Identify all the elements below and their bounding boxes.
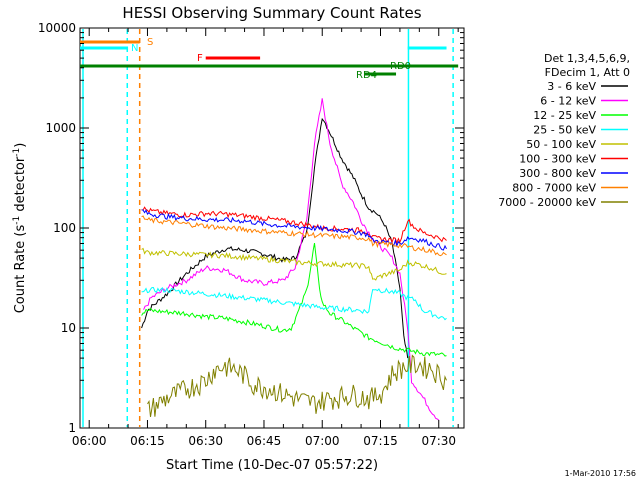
legend: Det 1,3,4,5,6,9, FDecim 1, Att 0 3 - 6 k… bbox=[498, 52, 630, 209]
legend-label-8: 7000 - 20000 keV bbox=[498, 196, 596, 209]
y-axis-ticks: 1 10 100 1000 10000 bbox=[38, 21, 464, 435]
legend-header-2: FDecim 1, Att 0 bbox=[545, 66, 630, 79]
series-line-4 bbox=[141, 247, 447, 281]
x-tick-label-5: 07:15 bbox=[363, 434, 398, 448]
x-tick-label-3: 06:45 bbox=[247, 434, 282, 448]
marker-label-f: F bbox=[197, 53, 203, 64]
y-tick-label-1: 10 bbox=[61, 321, 76, 335]
legend-label-5: 100 - 300 keV bbox=[519, 153, 596, 166]
y-axis-label: Count Rate (s-1 detector-1) bbox=[12, 143, 28, 314]
series-line-0 bbox=[141, 117, 409, 359]
x-tick-label-0: 06:00 bbox=[72, 434, 107, 448]
y-tick-label-0: 1 bbox=[68, 421, 76, 435]
legend-label-0: 3 - 6 keV bbox=[547, 80, 596, 93]
x-tick-label-4: 07:00 bbox=[305, 434, 340, 448]
legend-label-6: 300 - 800 keV bbox=[519, 167, 596, 180]
series-line-5 bbox=[141, 206, 447, 245]
series-line-1 bbox=[143, 98, 440, 421]
legend-label-3: 25 - 50 keV bbox=[533, 124, 596, 137]
series-line-7 bbox=[141, 215, 447, 257]
legend-label-7: 800 - 7000 keV bbox=[512, 182, 596, 195]
marker-label-s: S bbox=[147, 37, 153, 48]
legend-header-1: Det 1,3,4,5,6,9, bbox=[544, 52, 630, 65]
x-tick-label-2: 06:30 bbox=[188, 434, 223, 448]
series-line-6 bbox=[141, 209, 447, 251]
y-tick-label-2: 100 bbox=[53, 221, 76, 235]
chart-title: HESSI Observing Summary Count Rates bbox=[122, 4, 421, 22]
x-tick-label-1: 06:15 bbox=[130, 434, 165, 448]
series-line-3 bbox=[141, 286, 447, 321]
marker-label-n: N bbox=[131, 43, 138, 54]
y-tick-label-4: 10000 bbox=[38, 21, 76, 35]
series-line-8 bbox=[147, 354, 447, 417]
x-axis-ticks: 06:00 06:15 06:30 06:45 07:00 07:15 07:30 bbox=[72, 28, 459, 448]
x-axis-label: Start Time (10-Dec-07 05:57:22) bbox=[166, 458, 378, 473]
legend-label-1: 6 - 12 keV bbox=[540, 95, 596, 108]
x-tick-label-6: 07:30 bbox=[421, 434, 456, 448]
marker-label-rd4: RD4 bbox=[356, 70, 377, 81]
y-tick-label-3: 1000 bbox=[45, 121, 76, 135]
marker-label-rd0: RD0 bbox=[390, 61, 411, 72]
series-line-2 bbox=[141, 243, 447, 357]
generation-timestamp: 1-Mar-2010 17:56 bbox=[565, 469, 636, 478]
legend-label-4: 50 - 100 keV bbox=[526, 138, 596, 151]
status-markers: SN F RD0 RD4 bbox=[80, 37, 459, 81]
series-lines bbox=[141, 98, 447, 421]
plot-frame bbox=[79, 27, 465, 429]
legend-label-2: 12 - 25 keV bbox=[533, 109, 596, 122]
